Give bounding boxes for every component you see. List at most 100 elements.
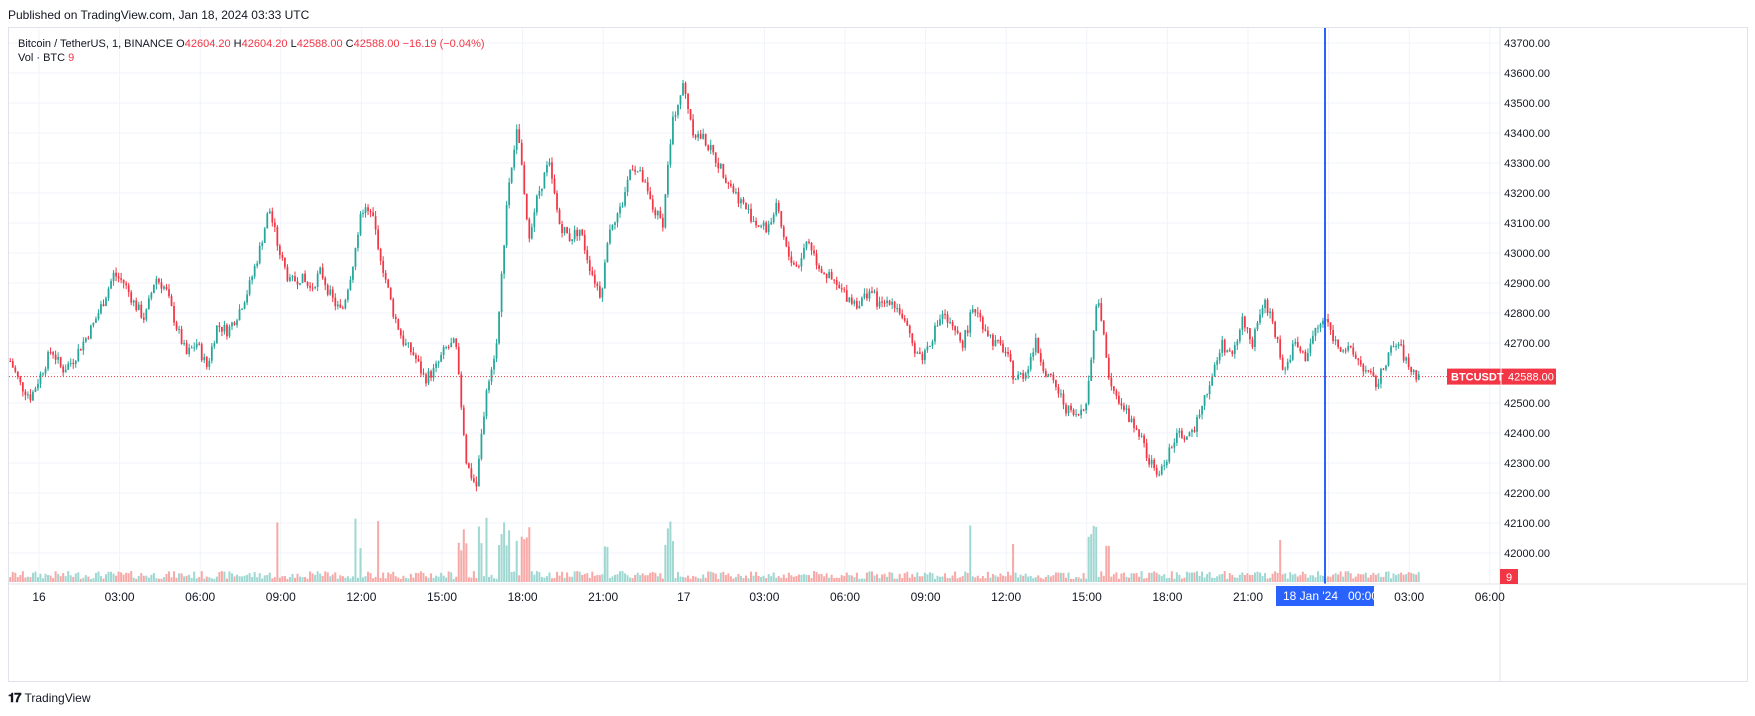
volume-bar [57,573,60,582]
volume-bar [246,574,249,582]
volume-bar [523,539,526,582]
volume-bar [684,577,687,582]
volume-bar [865,572,868,582]
volume-bar [306,578,309,582]
volume-bar [828,577,831,582]
candle-body [606,243,609,263]
volume-bar [493,578,496,582]
volume-bar [1379,576,1382,582]
volume-bar [634,575,637,582]
volume-bar [460,550,463,582]
volume-bar [1258,572,1262,582]
volume-bar [986,571,989,582]
candle-body [508,182,511,206]
volume-bar [624,573,627,582]
volume-bar [1012,543,1015,582]
candle-body [170,296,173,306]
candle-body [1118,395,1120,404]
candle-body [145,309,148,320]
candle-body [243,302,246,309]
volume-bar [1085,578,1088,582]
volume-bar [309,571,312,582]
candle-body [1276,337,1279,340]
candle-body [1097,303,1100,306]
candle-body [515,129,518,150]
volume-bar [1150,572,1153,582]
volume-bar [319,573,322,582]
volume-bar [898,573,901,582]
candle-body [44,368,47,374]
time-tick-label: 12:00 [991,590,1021,604]
candle-body [241,308,243,310]
volume-bar [964,571,967,582]
volume-bar [293,577,296,582]
candle-body [810,242,813,251]
candle-body [1002,343,1004,352]
candle-body [989,334,992,336]
candle-body [281,254,284,258]
candle-body [1044,371,1047,377]
volume-bar [321,575,324,582]
candle-body [976,312,979,314]
candle-body [858,305,861,309]
volume-bar [1125,576,1128,582]
candle-body [1392,346,1395,348]
volume-bar [225,578,228,582]
candle-body [1095,305,1098,331]
volume-bar [1377,573,1380,582]
candle-body [24,391,27,396]
candle-body [467,463,470,469]
volume-bar [752,575,755,582]
volume-bar [377,521,380,582]
price-tick-label: 42100.00 [1504,518,1550,530]
time-tick-label: 12:00 [346,590,376,604]
candle-body [702,133,705,139]
volume-bar [1266,578,1269,582]
volume-bar [868,571,871,582]
candle-body [198,343,201,345]
candle-body [52,352,54,355]
candle-body [1080,409,1082,416]
candle-body [480,433,483,459]
volume-bar [430,573,433,582]
volume-bar [205,576,208,582]
volume-bar [951,575,954,582]
volume-bar [800,574,803,582]
volume-bar [873,575,876,582]
candle-body [462,407,465,435]
footer-brand[interactable]: 𝟏𝟕 TradingView [8,690,91,706]
volume-bar [1140,571,1143,582]
volume-bar [921,576,924,582]
chart-frame[interactable] [8,27,1748,682]
price-tick-label: 43600.00 [1504,68,1550,80]
volume-bar [1029,575,1032,582]
volume-bar [835,577,838,582]
volume-bar [1203,577,1206,582]
price-tick-label: 43500.00 [1504,98,1550,110]
candle-body [163,286,165,289]
candle-body [1193,429,1196,432]
candle-body [1191,429,1193,433]
time-tick-label: 18:00 [1152,590,1182,604]
volume-bar [747,578,750,582]
volume-bar [994,575,997,582]
candle-body [1155,467,1158,475]
candle-body [1133,418,1135,429]
candle-body [1019,373,1022,375]
volume-bar [991,573,994,582]
volume-bar [891,572,894,582]
volume-bar [941,576,944,582]
candle-body [866,293,868,299]
volume-bar [737,573,740,582]
volume-bar [818,574,821,582]
candle-body [135,300,138,311]
volume-bar [586,573,589,582]
volume-bar [480,543,483,582]
candle-body [1397,344,1400,347]
candle-body [1236,341,1239,346]
candle-body [120,278,123,280]
volume-bar [1279,540,1282,582]
candle-body [183,343,185,345]
candle-body [1067,405,1070,414]
